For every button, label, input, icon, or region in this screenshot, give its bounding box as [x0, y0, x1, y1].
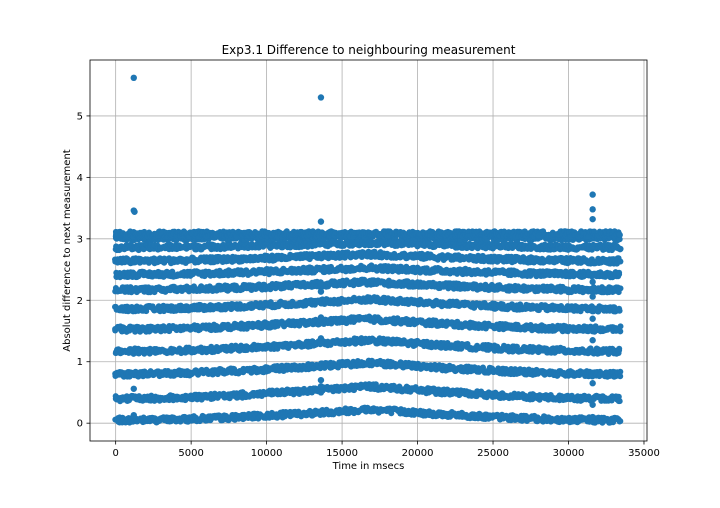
- data-point: [617, 373, 623, 379]
- data-point: [616, 398, 622, 404]
- data-point: [617, 419, 623, 425]
- data-point: [616, 346, 622, 352]
- data-point: [616, 306, 622, 312]
- data-point: [616, 286, 622, 292]
- data-point: [618, 323, 624, 329]
